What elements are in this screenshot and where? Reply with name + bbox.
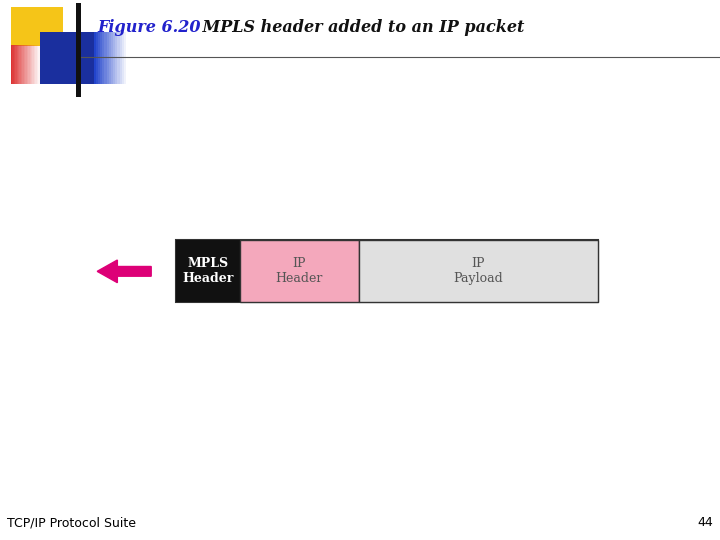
Bar [120, 32, 122, 84]
Bar [359, 240, 598, 302]
Text: IP
Payload: IP Payload [453, 258, 503, 285]
Text: 44: 44 [697, 516, 713, 529]
Text: MPLS
Header: MPLS Header [182, 258, 234, 285]
Bar [32, 45, 34, 84]
Bar [21, 45, 22, 84]
Bar [104, 32, 107, 84]
Bar [22, 45, 24, 84]
Bar [27, 45, 28, 84]
Bar [35, 45, 37, 84]
Bar [15, 45, 17, 84]
Bar [76, 3, 81, 97]
Bar [176, 240, 598, 302]
Bar [113, 32, 115, 84]
Bar [94, 32, 96, 84]
Bar [31, 45, 32, 84]
Bar [11, 7, 63, 46]
Bar [38, 45, 40, 84]
Bar [107, 32, 109, 84]
Bar [122, 32, 124, 84]
Bar [98, 32, 100, 84]
Text: IP
Header: IP Header [276, 258, 323, 285]
Bar [11, 45, 12, 84]
Bar [12, 45, 14, 84]
Bar [40, 32, 94, 84]
FancyArrow shape [97, 260, 151, 283]
Bar [111, 32, 113, 84]
Bar [19, 45, 21, 84]
Bar [28, 45, 30, 84]
Bar [117, 32, 120, 84]
Bar [124, 32, 126, 84]
Bar [37, 45, 38, 84]
Bar [34, 45, 35, 84]
Bar [240, 240, 359, 302]
Bar [96, 32, 98, 84]
Text: MPLS header added to an IP packet: MPLS header added to an IP packet [180, 19, 524, 36]
Bar [100, 32, 102, 84]
Bar [176, 240, 240, 302]
Text: TCP/IP Protocol Suite: TCP/IP Protocol Suite [7, 516, 136, 529]
Bar [30, 45, 31, 84]
Bar [102, 32, 104, 84]
Text: Figure 6.20: Figure 6.20 [97, 19, 201, 36]
Bar [109, 32, 111, 84]
Bar [18, 45, 19, 84]
Bar [14, 45, 15, 84]
Bar [115, 32, 117, 84]
Bar [25, 45, 27, 84]
Bar [24, 45, 25, 84]
Bar [17, 45, 18, 84]
